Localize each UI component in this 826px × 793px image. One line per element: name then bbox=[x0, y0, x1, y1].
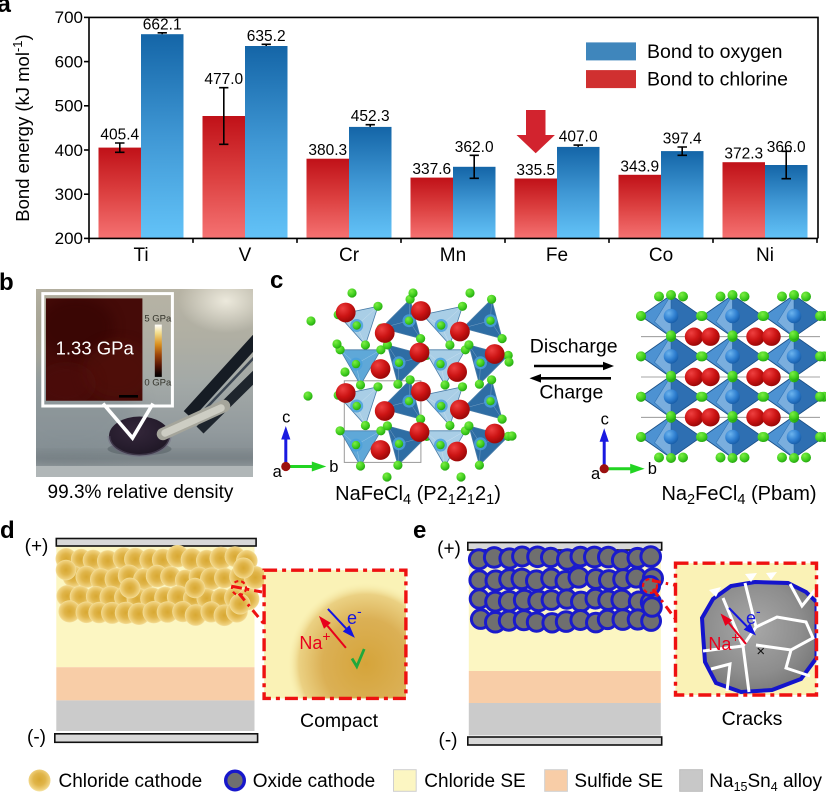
svg-text:NaFeCl4 (P212121): NaFeCl4 (P212121) bbox=[335, 483, 501, 508]
svg-text:405.4: 405.4 bbox=[100, 127, 139, 144]
svg-text:335.5: 335.5 bbox=[516, 162, 555, 179]
svg-text:a: a bbox=[273, 463, 283, 481]
svg-text:Fe: Fe bbox=[546, 245, 568, 266]
svg-text:400: 400 bbox=[55, 141, 83, 160]
svg-text:372.3: 372.3 bbox=[724, 146, 763, 163]
svg-text:Sulfide SE: Sulfide SE bbox=[574, 771, 663, 792]
svg-text:200: 200 bbox=[55, 229, 83, 248]
svg-text:Mn: Mn bbox=[440, 245, 466, 266]
svg-text:662.1: 662.1 bbox=[143, 16, 182, 33]
svg-text:Chloride cathode: Chloride cathode bbox=[59, 771, 203, 792]
svg-text:(-): (-) bbox=[439, 730, 458, 751]
svg-text:Cr: Cr bbox=[339, 245, 360, 266]
svg-text:Chloride SE: Chloride SE bbox=[424, 771, 525, 792]
svg-text:Discharge: Discharge bbox=[530, 336, 618, 358]
svg-text:366.0: 366.0 bbox=[767, 139, 806, 156]
svg-text:c: c bbox=[601, 411, 609, 429]
svg-text:Ni: Ni bbox=[756, 245, 774, 266]
svg-text:b: b bbox=[648, 460, 657, 478]
svg-text:Oxide cathode: Oxide cathode bbox=[253, 771, 376, 792]
svg-text:500: 500 bbox=[55, 97, 83, 116]
svg-text:700: 700 bbox=[55, 8, 83, 27]
svg-text:477.0: 477.0 bbox=[204, 71, 243, 88]
svg-text:Co: Co bbox=[649, 245, 673, 266]
svg-text:c: c bbox=[282, 409, 290, 427]
svg-text:407.0: 407.0 bbox=[559, 129, 598, 146]
svg-text:Cracks: Cracks bbox=[722, 708, 783, 730]
svg-text:635.2: 635.2 bbox=[247, 28, 286, 45]
svg-text:337.6: 337.6 bbox=[412, 161, 451, 178]
svg-text:397.4: 397.4 bbox=[663, 131, 702, 148]
svg-text:×: × bbox=[756, 643, 765, 660]
svg-text:Na2FeCl4 (Pbam): Na2FeCl4 (Pbam) bbox=[661, 483, 816, 508]
svg-text:Bond to chlorine: Bond to chlorine bbox=[647, 69, 788, 91]
svg-text:Bond to oxygen: Bond to oxygen bbox=[647, 41, 783, 63]
svg-text:a: a bbox=[591, 465, 601, 483]
svg-text:300: 300 bbox=[55, 185, 83, 204]
svg-text:Compact: Compact bbox=[300, 710, 379, 732]
svg-text:(+): (+) bbox=[25, 536, 49, 557]
svg-text:V: V bbox=[239, 245, 252, 266]
svg-text:452.3: 452.3 bbox=[351, 108, 390, 125]
svg-text:343.9: 343.9 bbox=[620, 158, 659, 175]
svg-text:600: 600 bbox=[55, 52, 83, 71]
svg-text:Na15Sn4 alloy: Na15Sn4 alloy bbox=[709, 771, 822, 793]
svg-text:Bond energy (kJ mol-1): Bond energy (kJ mol-1) bbox=[10, 34, 34, 221]
svg-text:Charge: Charge bbox=[539, 382, 603, 404]
svg-text:b: b bbox=[329, 458, 338, 476]
svg-text:0 GPa: 0 GPa bbox=[144, 377, 172, 388]
svg-text:Ti: Ti bbox=[133, 245, 148, 266]
svg-text:(+): (+) bbox=[437, 539, 461, 560]
svg-text:1.33 GPa: 1.33 GPa bbox=[56, 338, 135, 359]
svg-text:362.0: 362.0 bbox=[455, 139, 494, 156]
svg-text:380.3: 380.3 bbox=[308, 142, 347, 159]
svg-text:Na+: Na+ bbox=[708, 629, 739, 654]
svg-text:(-): (-) bbox=[27, 727, 46, 748]
svg-text:5 GPa: 5 GPa bbox=[144, 313, 172, 324]
